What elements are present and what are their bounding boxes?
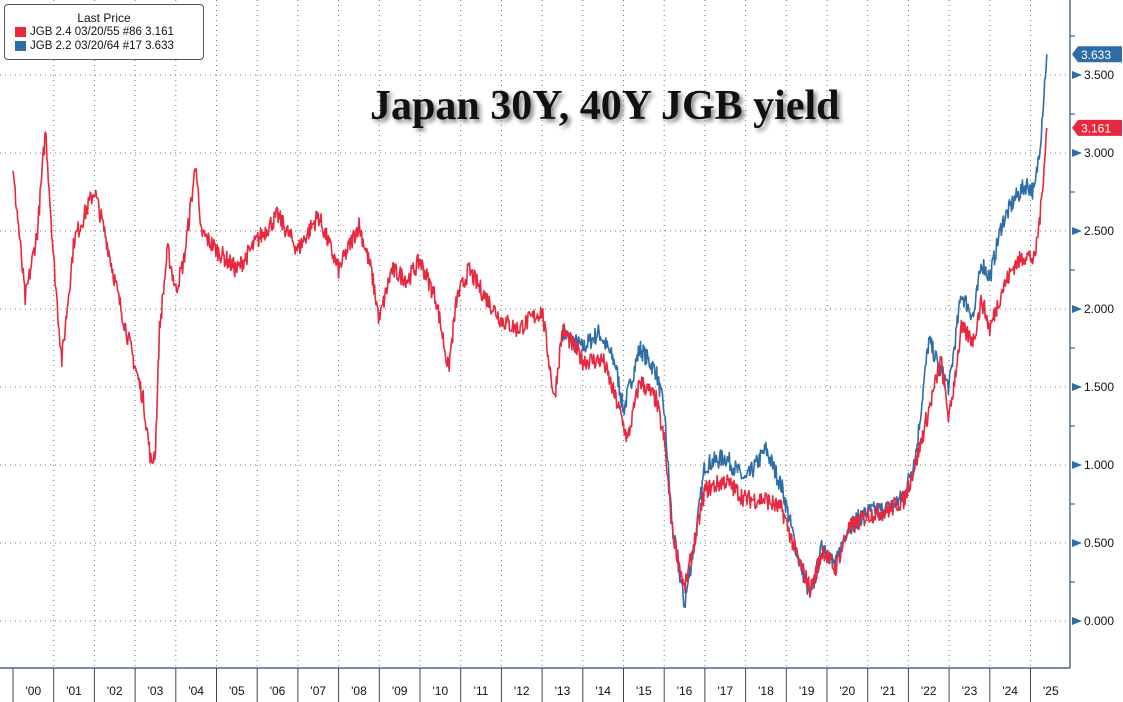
y-tick-label: 0.000 [1084,614,1114,628]
y-tick-marker [1072,71,1082,79]
x-tick-label: '03 [148,684,164,698]
x-tick-label: '10 [433,684,449,698]
y-tick-marker [1072,539,1082,547]
x-tick-label: '08 [351,684,367,698]
y-tick-marker [1072,305,1082,313]
x-tick-label: '19 [799,684,815,698]
y-tick-label: 3.500 [1084,68,1114,82]
x-tick-label: '17 [717,684,733,698]
legend-item-30y: JGB 2.4 03/20/55 #86 3.161 [15,25,203,39]
x-tick-label: '07 [310,684,326,698]
legend-item-40y: JGB 2.2 03/20/64 #17 3.633 [15,39,203,53]
x-tick-label: '21 [880,684,896,698]
x-tick-label: '23 [962,684,978,698]
x-tick-label: '13 [555,684,571,698]
last-value-tag [1072,119,1122,136]
last-value-label: 3.161 [1081,121,1111,135]
legend-swatch-blue [15,41,26,51]
y-tick-label: 2.000 [1084,302,1114,316]
y-tick-label: 1.000 [1084,458,1114,472]
x-tick-label: '20 [840,684,856,698]
x-tick-label: '12 [514,684,530,698]
y-tick-label: 2.500 [1084,224,1114,238]
chart-title: Japan 30Y, 40Y JGB yield [370,83,840,129]
legend-header: Last Price [77,11,131,25]
series-line-30y [12,127,1048,598]
x-tick-label: '11 [474,684,489,698]
legend-value: 3.633 [145,40,174,52]
legend-label: JGB 2.4 03/20/55 #86 [30,26,142,38]
x-tick-label: '06 [270,684,286,698]
y-tick-marker [1072,617,1082,625]
x-tick-label: '09 [392,684,408,698]
last-value-label: 3.633 [1081,48,1111,62]
x-tick-label: '24 [1002,684,1018,698]
x-tick-label: '14 [595,684,611,698]
x-tick-label: '00 [26,684,42,698]
y-tick-marker [1072,227,1082,235]
legend: Last Price JGB 2.4 03/20/55 #86 3.161 JG… [4,4,204,60]
y-tick-marker [1072,461,1082,469]
x-tick-label: '25 [1043,684,1059,698]
x-tick-label: '22 [921,684,937,698]
series-line-40y [561,54,1048,609]
y-tick-marker [1072,383,1082,391]
x-tick-label: '16 [677,684,693,698]
x-tick-label: '18 [758,684,774,698]
y-tick-label: 1.500 [1084,380,1114,394]
last-value-tag [1072,46,1122,63]
x-tick-label: '01 [66,684,82,698]
legend-label: JGB 2.2 03/20/64 #17 [30,40,142,52]
legend-value: 3.161 [145,26,174,38]
x-tick-label: '05 [229,684,245,698]
y-tick-label: 3.000 [1084,146,1114,160]
x-tick-label: '02 [107,684,123,698]
y-tick-marker [1072,149,1082,157]
y-tick-label: 0.500 [1084,536,1114,550]
legend-swatch-red [15,27,26,37]
x-tick-label: '04 [188,684,204,698]
x-tick-label: '15 [636,684,652,698]
